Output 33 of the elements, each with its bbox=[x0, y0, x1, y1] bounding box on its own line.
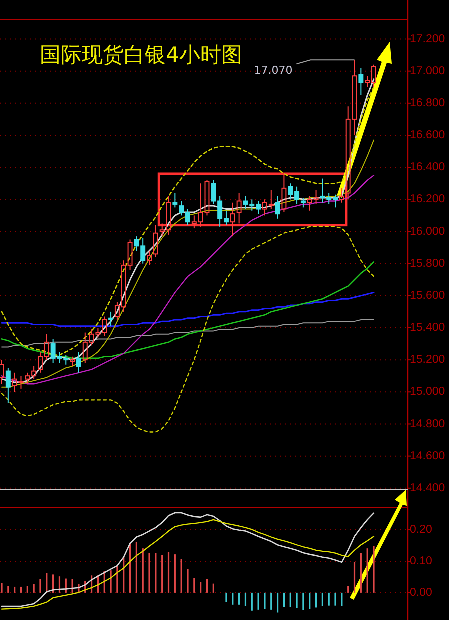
y-tick-label: 14.600 bbox=[410, 450, 446, 462]
y-tick-label: 16.600 bbox=[410, 130, 446, 142]
y-tick-label: 15.400 bbox=[410, 322, 446, 334]
candlestick bbox=[339, 188, 344, 204]
y-tick-label: 14.400 bbox=[410, 482, 446, 494]
candlestick bbox=[153, 224, 158, 258]
annotation: 17.070 bbox=[254, 64, 293, 78]
y-tick-label: 0.10 bbox=[410, 556, 432, 568]
y-tick-label: 17.200 bbox=[410, 33, 446, 46]
y-tick-label: 15.000 bbox=[410, 386, 446, 398]
candlestick bbox=[76, 352, 82, 374]
y-tick-label: 0.00 bbox=[410, 586, 432, 599]
candlestick bbox=[6, 368, 11, 404]
line-series bbox=[2, 140, 374, 388]
candlestick bbox=[147, 250, 152, 266]
y-tick-label: 16.200 bbox=[410, 194, 446, 206]
candlestick bbox=[275, 196, 280, 220]
candlestick bbox=[358, 68, 364, 96]
y-tick-label: 17.000 bbox=[410, 65, 446, 78]
candlestick bbox=[108, 311, 114, 327]
candlestick bbox=[230, 202, 236, 238]
line-series bbox=[1, 226, 375, 433]
y-tick-label: 15.200 bbox=[410, 354, 446, 366]
text: 国际现货白银4小时图 bbox=[40, 43, 242, 67]
y-tick-label: 0.20 bbox=[410, 524, 432, 536]
y-tick-label: 16.000 bbox=[410, 226, 446, 238]
y-tick-label: 14.800 bbox=[410, 418, 446, 430]
y-tick-label: 15.600 bbox=[410, 290, 446, 302]
y-tick-label: 15.800 bbox=[410, 258, 446, 270]
candlestick bbox=[0, 360, 4, 385]
candlestick bbox=[236, 192, 242, 224]
y-tick-label: 16.800 bbox=[410, 97, 446, 110]
y-tick-label: 16.400 bbox=[410, 162, 446, 174]
